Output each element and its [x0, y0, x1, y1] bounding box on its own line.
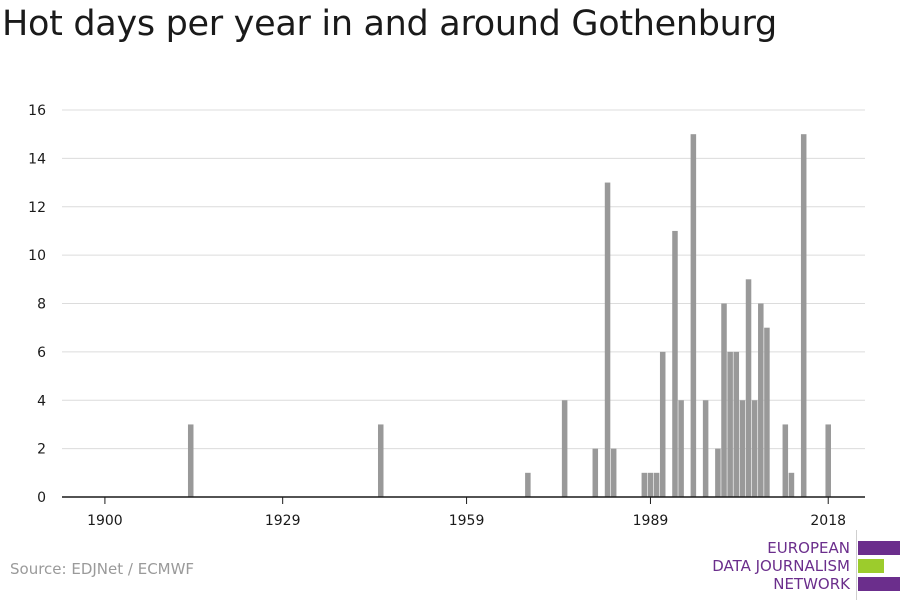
bar — [561, 400, 568, 497]
y-tick-label: 0 — [37, 490, 46, 506]
bar — [721, 303, 727, 497]
bar — [745, 279, 752, 497]
bar — [641, 472, 648, 497]
bar — [782, 424, 789, 497]
bar — [702, 400, 709, 497]
bar — [525, 472, 531, 497]
y-tick-label: 14 — [28, 151, 46, 167]
bar — [187, 424, 194, 497]
x-tick-label: 1929 — [265, 513, 301, 529]
y-tick-label: 4 — [37, 393, 46, 409]
x-tick-label: 1900 — [87, 513, 123, 529]
bar — [690, 134, 697, 497]
x-tick-label: 1989 — [633, 513, 669, 529]
logo-bar-purple-bottom — [858, 577, 900, 591]
x-tick-label: 2018 — [810, 513, 846, 529]
bar — [800, 134, 807, 497]
edjnet-logo: EUROPEAN DATA JOURNALISM NETWORK — [700, 530, 900, 600]
y-tick-label: 12 — [28, 200, 46, 216]
bar — [733, 351, 740, 497]
bar — [825, 424, 831, 497]
y-tick-label: 16 — [28, 103, 46, 119]
bar — [672, 230, 678, 497]
bar — [758, 303, 764, 497]
bar — [377, 424, 384, 497]
logo-bar-green — [858, 559, 884, 573]
bar — [647, 472, 654, 497]
logo-bar-purple-top — [858, 541, 900, 555]
y-tick-label: 6 — [37, 345, 46, 361]
bar — [727, 351, 733, 497]
bar — [678, 400, 684, 497]
y-tick-label: 8 — [37, 297, 46, 313]
logo-line-3: NETWORK — [773, 575, 850, 593]
y-tick-label: 2 — [37, 442, 46, 458]
bar — [715, 448, 721, 497]
bar — [653, 472, 660, 497]
bar — [604, 182, 611, 497]
bar — [610, 448, 617, 497]
bar — [592, 448, 599, 497]
chart-title: Hot days per year in and around Gothenbu… — [2, 4, 777, 44]
bar — [659, 351, 666, 497]
logo-divider — [856, 530, 857, 600]
bar — [788, 472, 795, 497]
logo-line-1: EUROPEAN — [767, 539, 850, 557]
bar — [739, 400, 746, 497]
logo-line-2: DATA JOURNALISM — [712, 557, 850, 575]
source-note: Source: EDJNet / ECMWF — [10, 560, 195, 578]
bar — [751, 400, 758, 497]
x-tick-label: 1959 — [449, 513, 485, 529]
y-tick-label: 10 — [28, 248, 46, 264]
bar — [764, 327, 770, 497]
